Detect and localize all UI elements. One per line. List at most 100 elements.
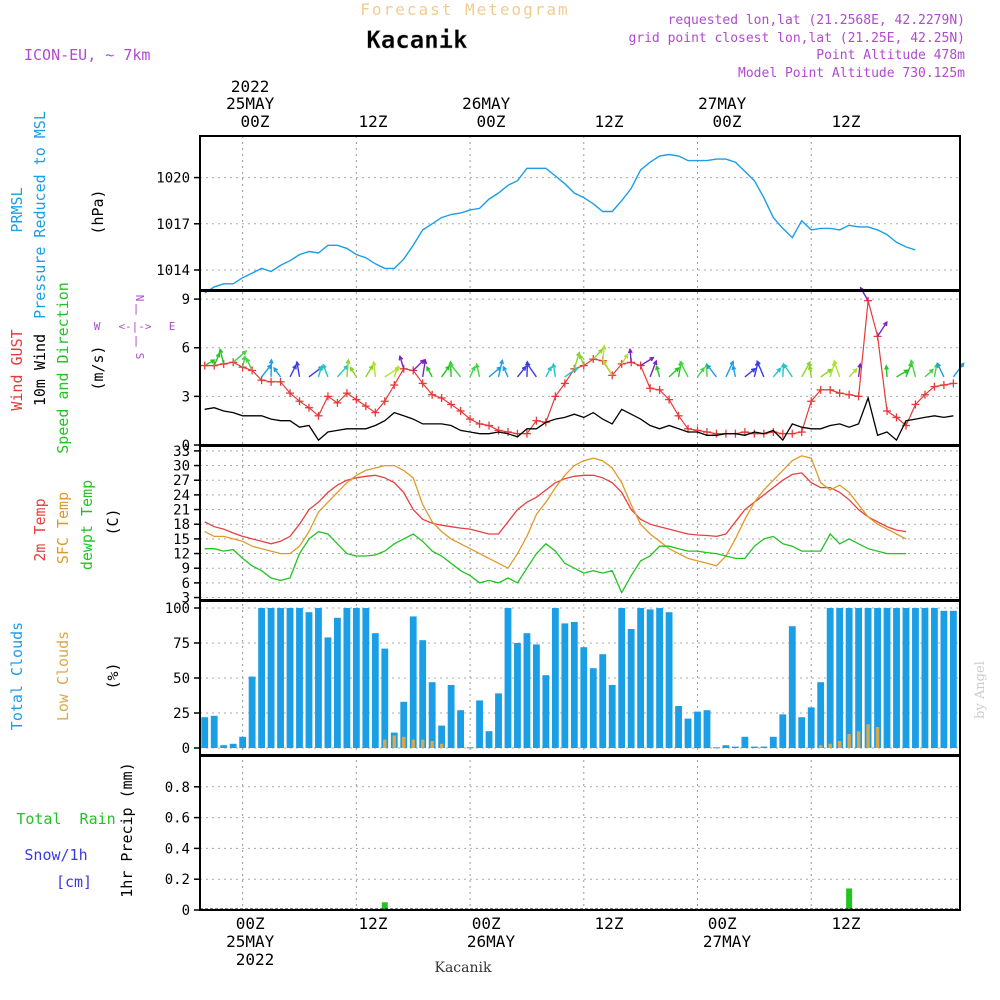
- wind-direction-arrow: [336, 364, 349, 378]
- wind-direction-arrow: [621, 353, 629, 365]
- product-title: Forecast Meteogram: [360, 0, 569, 19]
- arrow-head: [422, 358, 428, 365]
- gust-marker: [646, 384, 655, 393]
- low-cloud-bar: [392, 735, 396, 748]
- gust-marker: [494, 426, 503, 435]
- top-label-h24: 26MAY 00Z: [462, 94, 520, 131]
- arrow-head: [857, 362, 863, 369]
- gust-marker: [826, 385, 835, 394]
- gust-marker: [778, 429, 787, 438]
- total-cloud-bar: [750, 746, 758, 748]
- wind-direction-arrow: [832, 359, 841, 378]
- arrow-shaft: [441, 365, 450, 378]
- arrow-shaft: [602, 345, 606, 361]
- gust-marker: [807, 397, 816, 406]
- gust-marker: [883, 406, 892, 415]
- total-cloud-bar: [703, 710, 711, 748]
- temp-plot: [204, 455, 907, 595]
- arrow-head: [807, 364, 813, 371]
- wind-direction-arrow: [545, 365, 552, 378]
- wind-direction-arrow: [801, 360, 811, 378]
- arrow-shaft: [245, 358, 253, 371]
- gust-marker: [911, 400, 920, 409]
- total-cloud-bar: [362, 608, 370, 748]
- arrow-shaft: [640, 357, 654, 367]
- gust-marker: [390, 381, 399, 390]
- grid-point-coords: grid point closest lon,lat (21.25E, 42.2…: [628, 31, 965, 46]
- compass-north: N: [133, 295, 146, 302]
- clouds-label-total: Total Clouds: [8, 622, 26, 730]
- ytick-label-temp-3: 3: [182, 591, 190, 607]
- arrow-shaft: [545, 366, 552, 378]
- total-cloud-bar: [286, 608, 294, 748]
- gust-marker: [295, 397, 304, 406]
- wind-direction-arrow: [876, 320, 888, 337]
- arrow-shaft: [213, 353, 220, 366]
- total-cloud-bar: [940, 610, 948, 748]
- wind-direction-arrow: [232, 350, 248, 363]
- arrow-head: [345, 358, 351, 364]
- arrow-head: [273, 366, 278, 373]
- arrow-shaft: [564, 367, 578, 378]
- total-cloud-bar: [713, 747, 720, 749]
- low-cloud-bar: [837, 741, 842, 748]
- wind-direction-arrow: [398, 354, 405, 370]
- arrow-shaft: [655, 366, 661, 378]
- arrow-head: [652, 359, 658, 366]
- arrow-shaft: [924, 369, 934, 378]
- compass-west: W: [94, 320, 101, 333]
- gust-marker: [257, 376, 266, 385]
- pressure-line: [204, 153, 916, 294]
- bottom-label-h0: 00Z 25MAY 2022: [226, 914, 284, 969]
- arrow-head: [502, 365, 508, 371]
- total-cloud-bar: [419, 640, 427, 748]
- bottom-label-h24-l1: 26MAY: [467, 932, 516, 951]
- compass-east: E: [169, 320, 176, 333]
- wind-direction-arrow: [474, 362, 481, 378]
- wind-direction-arrow: [204, 359, 216, 367]
- ytick-label-clouds-75: 75: [173, 636, 190, 652]
- precip-plot: [200, 888, 960, 910]
- wind-direction-arrow: [371, 360, 377, 377]
- bottom-label-h0-l2: 2022: [236, 950, 275, 969]
- arrow-head: [445, 365, 450, 371]
- gust-line: [204, 300, 954, 435]
- gust-marker: [276, 377, 285, 386]
- ytick-label-temp-33: 33: [173, 444, 190, 460]
- arrow-shaft: [848, 368, 858, 378]
- total-cloud-bar: [371, 633, 379, 748]
- total-cloud-bar: [457, 710, 465, 748]
- precip-label-snow: Snow/1h: [24, 846, 87, 864]
- arrow-shaft: [502, 366, 509, 378]
- wind-direction-arrow: [679, 360, 689, 378]
- arrow-head: [551, 362, 557, 369]
- frame-precip: [199, 755, 961, 911]
- temp-unit: (C): [104, 508, 122, 535]
- arrow-shaft: [772, 368, 781, 378]
- total-cloud-bar: [514, 643, 521, 748]
- arrow-head: [852, 367, 858, 374]
- compass-south: S: [133, 353, 146, 360]
- top-label-h36: 12Z: [595, 112, 624, 131]
- temp-label-2m: 2m Temp: [31, 498, 49, 561]
- arrow-shaft: [488, 366, 501, 378]
- arrow-head: [776, 367, 782, 373]
- gust-marker: [551, 392, 560, 401]
- total-cloud-bar: [589, 668, 597, 748]
- ytick-label-temp-21: 21: [173, 503, 190, 519]
- gust-marker: [712, 429, 721, 438]
- arrow-shaft: [725, 361, 734, 378]
- gust-marker: [304, 403, 313, 412]
- wind-direction-arrow: [578, 353, 585, 366]
- arrow-head: [623, 353, 629, 359]
- arrow-shaft: [261, 364, 272, 378]
- ytick-label-temp-15: 15: [173, 532, 190, 548]
- top-label-h48-l0: 27MAY: [698, 94, 747, 113]
- arrow-head: [521, 365, 527, 371]
- wind-direction-arrow: [213, 352, 221, 366]
- temp-2m-line: [204, 472, 907, 545]
- gust-marker: [475, 419, 484, 428]
- wind-direction-arrow: [602, 359, 613, 376]
